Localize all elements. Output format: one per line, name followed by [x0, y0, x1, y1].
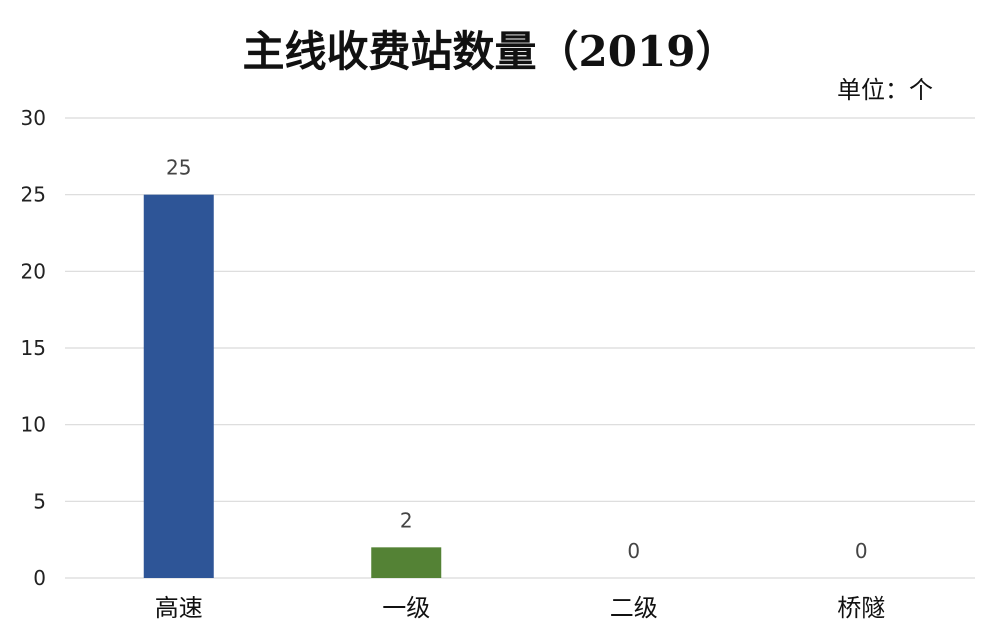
unit-label: 单位：个 [837, 76, 933, 104]
x-category-label: 高速 [155, 594, 203, 622]
y-axis-ticks: 0 5 10 15 20 25 30 [21, 106, 46, 590]
chart-title: 主线收费站数量（2019） [243, 27, 738, 76]
data-label: 2 [400, 508, 413, 532]
y-tick-label: 10 [21, 413, 46, 437]
y-tick-label: 0 [33, 566, 46, 590]
x-category-label: 二级 [610, 594, 658, 622]
x-category-label: 一级 [382, 594, 430, 622]
bar-1 [371, 547, 442, 578]
data-label: 0 [855, 539, 868, 563]
data-label: 0 [627, 539, 640, 563]
y-tick-label: 20 [21, 259, 46, 283]
bar-0 [143, 194, 214, 578]
y-tick-label: 25 [21, 183, 46, 207]
x-axis-ticks: 高速 一级 二级 桥隧 [155, 594, 886, 622]
data-labels: 25 2 0 0 [166, 156, 868, 563]
y-tick-label: 5 [33, 489, 46, 513]
x-category-label: 桥隧 [837, 594, 885, 622]
data-label: 25 [166, 156, 191, 180]
bar-series [143, 194, 442, 578]
y-tick-label: 30 [21, 106, 46, 130]
y-tick-label: 15 [21, 336, 46, 360]
gridlines [65, 117, 975, 579]
